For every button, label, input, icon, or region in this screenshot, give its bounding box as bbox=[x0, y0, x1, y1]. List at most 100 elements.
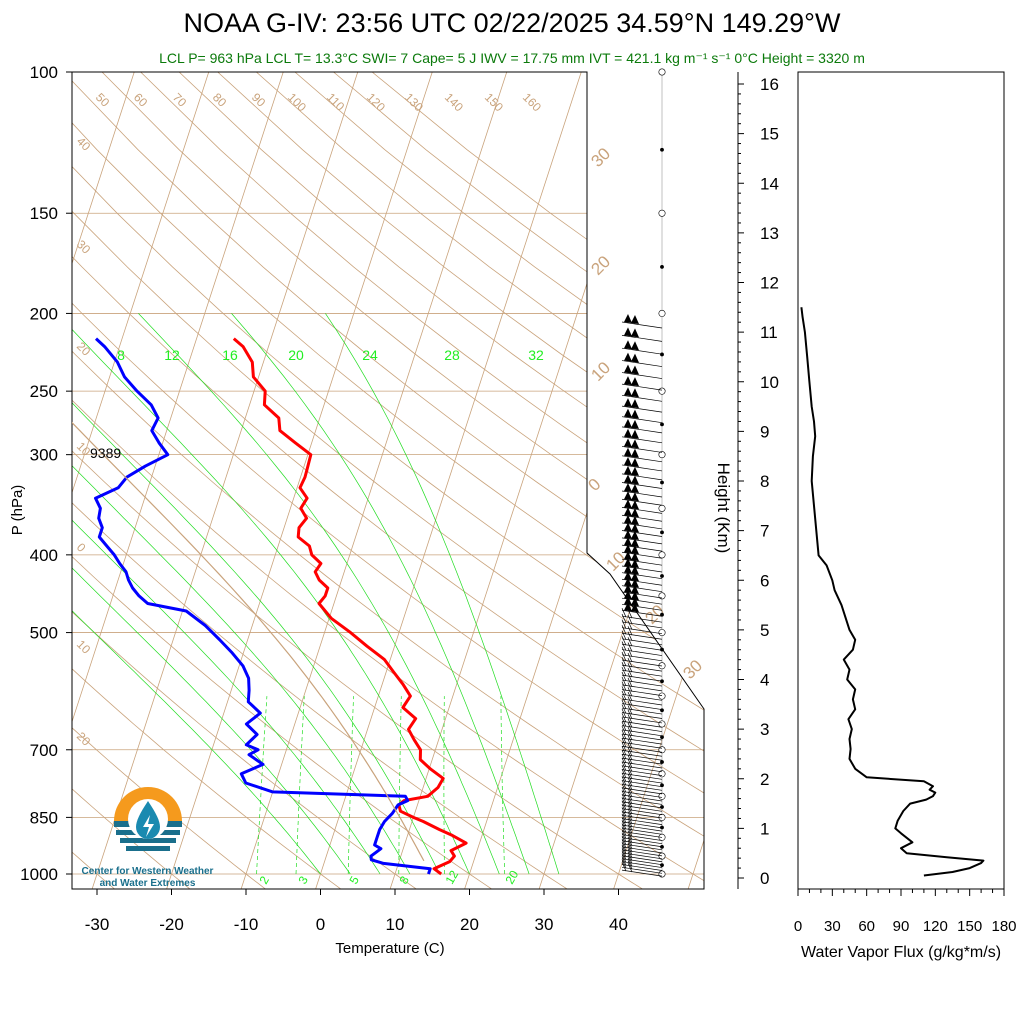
wind-barb-pennant bbox=[624, 514, 632, 524]
wind-barb bbox=[621, 794, 663, 802]
wind-level-marker bbox=[660, 530, 664, 535]
wind-level-marker bbox=[660, 352, 664, 357]
height-tick-label: 11 bbox=[760, 323, 778, 342]
wind-barb-column bbox=[621, 68, 666, 878]
wind-barb-feather bbox=[627, 766, 633, 776]
wind-barb bbox=[621, 866, 663, 874]
wind-barb bbox=[621, 643, 663, 651]
isotherm-line bbox=[762, 72, 1024, 891]
wind-barb bbox=[621, 649, 663, 656]
wind-barb bbox=[621, 455, 663, 463]
wind-barb bbox=[621, 405, 663, 413]
wind-barb bbox=[621, 372, 663, 379]
wind-barb-pennant bbox=[624, 522, 632, 532]
height-tick-label: 8 bbox=[760, 472, 769, 491]
mixing-ratio-line bbox=[256, 696, 268, 875]
wind-barb bbox=[621, 335, 663, 342]
wind-barb-feather bbox=[627, 784, 633, 794]
wind-barb-pennant bbox=[624, 577, 632, 587]
wind-barb bbox=[621, 720, 663, 728]
height-tick-label: 15 bbox=[760, 125, 779, 144]
wind-barb-feather bbox=[621, 813, 627, 824]
dry-adiabat-line bbox=[217, 72, 704, 889]
moist-adiabat-label: 8 bbox=[117, 347, 125, 363]
wind-level-marker bbox=[660, 783, 664, 788]
station-id-label: 9389 bbox=[90, 445, 122, 461]
pressure-tick-label: 150 bbox=[30, 204, 58, 223]
height-tick-label: 1 bbox=[760, 819, 769, 838]
wind-barb-feather bbox=[621, 783, 627, 793]
mixing-ratio-label: 20 bbox=[502, 868, 521, 887]
cw3e-logo-text: Center for Western Weather and Water Ext… bbox=[70, 866, 225, 890]
mixing-ratio-line bbox=[295, 696, 305, 875]
wind-barb bbox=[621, 729, 663, 737]
wind-barb-feather bbox=[621, 699, 627, 710]
wind-level-marker bbox=[658, 451, 666, 459]
wind-level-marker bbox=[658, 792, 666, 800]
wind-barb-pennant bbox=[631, 353, 639, 363]
wind-barb bbox=[621, 659, 663, 667]
dry-adiabat-label: 70 bbox=[170, 90, 190, 110]
moist-adiabat-line bbox=[138, 313, 500, 875]
wind-barb bbox=[621, 749, 663, 757]
wind-level-marker bbox=[660, 147, 664, 152]
wind-level-marker bbox=[658, 852, 666, 860]
pressure-tick-label: 850 bbox=[30, 808, 58, 827]
wind-barb-feather bbox=[627, 811, 633, 821]
mixing-ratio-label: 5 bbox=[346, 873, 362, 886]
wind-barb-pennant bbox=[631, 448, 639, 458]
dry-adiabat-line bbox=[294, 72, 704, 889]
wind-barb bbox=[621, 426, 663, 434]
wind-barb-feather bbox=[627, 787, 633, 798]
wind-barb-feather bbox=[621, 810, 627, 820]
wind-barb-feather bbox=[627, 773, 633, 783]
wind-barb bbox=[621, 674, 663, 682]
wind-barb-feather bbox=[621, 859, 627, 869]
moist-adiabat-line bbox=[231, 313, 530, 875]
wind-barb-feather bbox=[621, 671, 627, 682]
wind-barb-feather bbox=[621, 829, 627, 839]
pressure-tick-label: 300 bbox=[30, 446, 58, 465]
wind-barb bbox=[621, 798, 663, 805]
wind-level-marker bbox=[658, 629, 666, 637]
wind-barb-pennant bbox=[624, 376, 632, 386]
height-tick-label: 13 bbox=[760, 224, 779, 243]
dry-adiabat-line bbox=[72, 72, 704, 889]
isotherm-line bbox=[72, 72, 284, 889]
wind-barb-feather bbox=[627, 726, 633, 737]
wind-barb-feather bbox=[627, 794, 633, 805]
dry-adiabat-label: 50 bbox=[93, 90, 113, 110]
wind-barb-feather bbox=[621, 768, 627, 779]
wind-barb-feather bbox=[627, 801, 633, 811]
wind-barb-pennant bbox=[631, 399, 639, 409]
wind-barb-pennant bbox=[631, 315, 639, 325]
water-vapor-flux-line bbox=[800, 307, 985, 877]
wind-barb-pennant bbox=[624, 507, 632, 517]
wind-barb bbox=[621, 394, 663, 402]
wind-level-marker bbox=[660, 805, 664, 809]
flux-tick-label: 180 bbox=[991, 918, 1016, 935]
mixing-ratio-label: 3 bbox=[295, 873, 311, 886]
wind-barb bbox=[621, 679, 663, 687]
wind-barb-feather bbox=[621, 779, 627, 790]
wind-barb bbox=[621, 514, 663, 522]
height-tick-label: 3 bbox=[760, 720, 769, 739]
dry-adiabat-line bbox=[101, 72, 704, 889]
wind-barb-feather bbox=[627, 626, 633, 636]
wind-barb-feather bbox=[627, 657, 633, 668]
wind-barb-feather bbox=[621, 841, 627, 851]
wind-barb bbox=[621, 347, 663, 355]
wind-barb-pennant bbox=[624, 483, 632, 493]
wind-barb bbox=[621, 684, 663, 692]
wind-barb-feather bbox=[621, 613, 627, 624]
wind-barb-feather bbox=[621, 757, 627, 767]
dry-adiabat-label: 150 bbox=[482, 90, 506, 114]
wind-barb-feather bbox=[627, 722, 633, 732]
wind-barb-feather bbox=[621, 761, 627, 771]
skewt-curves bbox=[72, 81, 468, 876]
wind-barb-pennant bbox=[624, 408, 632, 418]
isotherm-label: 30 bbox=[587, 144, 614, 171]
dry-adiabat-label: 40 bbox=[74, 134, 94, 154]
